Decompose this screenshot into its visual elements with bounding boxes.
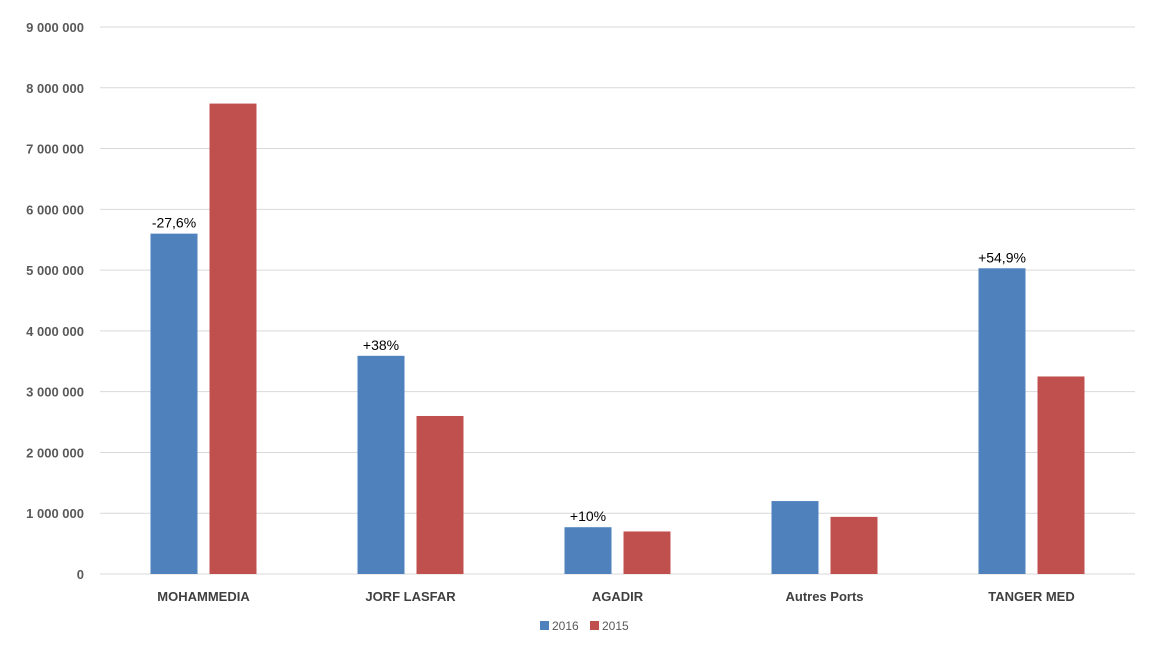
legend-swatch xyxy=(590,621,599,630)
x-tick-label: AGADIR xyxy=(592,589,644,604)
y-tick-label: 3 000 000 xyxy=(26,385,84,400)
bar-2016 xyxy=(978,268,1026,574)
y-tick-label: 7 000 000 xyxy=(26,142,84,157)
y-tick-label: 2 000 000 xyxy=(26,445,84,460)
bar-2015 xyxy=(209,103,257,574)
legend-label: 2016 xyxy=(552,619,579,633)
data-labels: -27,6% +38% +10% +54,9% xyxy=(152,215,1026,525)
bars xyxy=(150,103,1085,574)
data-label: -27,6% xyxy=(152,215,196,231)
y-tick-label: 1 000 000 xyxy=(26,506,84,521)
y-tick-label: 9 000 000 xyxy=(26,20,84,35)
y-tick-label: 5 000 000 xyxy=(26,263,84,278)
bar-2016 xyxy=(357,355,405,574)
y-tick-label: 6 000 000 xyxy=(26,202,84,217)
bar-2016 xyxy=(564,527,612,574)
x-tick-label: MOHAMMEDIA xyxy=(157,589,250,604)
y-axis-ticks: 0 1 000 000 2 000 000 3 000 000 4 000 000 5 0… xyxy=(26,20,84,582)
data-label: +10% xyxy=(570,508,606,524)
legend-label: 2015 xyxy=(602,619,629,633)
y-tick-label: 8 000 000 xyxy=(26,81,84,96)
bar-2016 xyxy=(771,501,819,574)
data-label: +54,9% xyxy=(978,249,1026,265)
bar-2015 xyxy=(416,415,464,574)
legend: 2016 2015 xyxy=(540,619,629,633)
legend-swatch xyxy=(540,621,549,630)
x-tick-label: JORF LASFAR xyxy=(365,589,456,604)
bar-2015 xyxy=(1037,376,1085,574)
x-tick-label: TANGER MED xyxy=(988,589,1074,604)
bar-2015 xyxy=(830,516,878,574)
bar-2016 xyxy=(150,233,198,574)
y-tick-label: 0 xyxy=(77,567,84,582)
x-tick-label: Autres Ports xyxy=(785,589,863,604)
x-axis-ticks: MOHAMMEDIA JORF LASFAR AGADIR Autres Ports T… xyxy=(157,589,1074,604)
gridlines xyxy=(100,26,1135,575)
bar-2015 xyxy=(623,531,671,574)
y-tick-label: 4 000 000 xyxy=(26,324,84,339)
data-label: +38% xyxy=(363,337,399,353)
